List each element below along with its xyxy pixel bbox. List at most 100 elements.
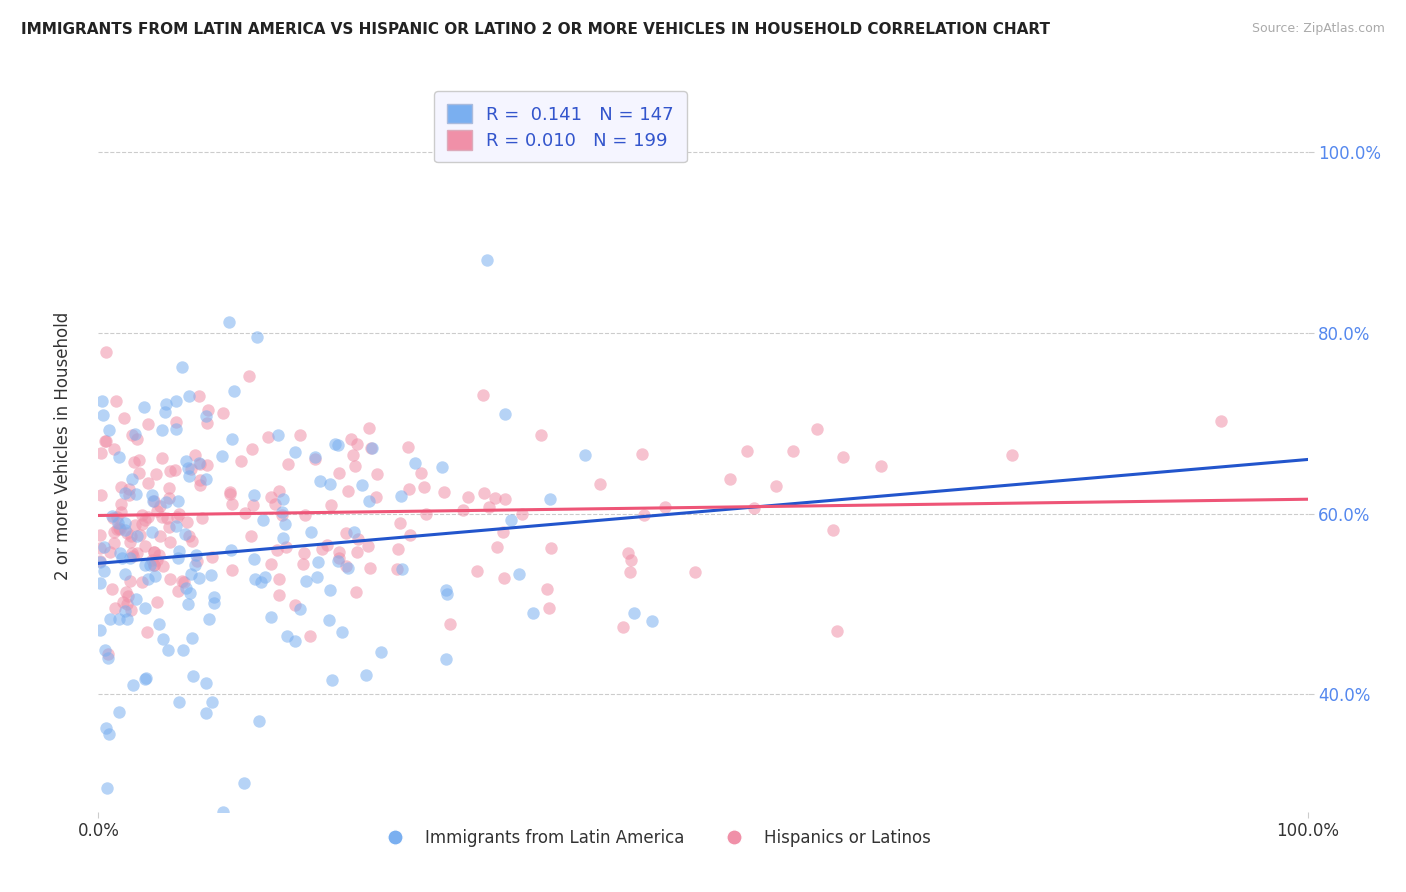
Point <box>166 550 188 565</box>
Point <box>96 434 118 449</box>
Point <box>107 521 129 535</box>
Point <box>143 558 166 572</box>
Point <box>186 548 208 562</box>
Point <box>101 508 124 523</box>
Point <box>221 543 243 558</box>
Point <box>284 598 307 612</box>
Point <box>472 388 495 402</box>
Point <box>124 427 146 442</box>
Point <box>299 524 322 539</box>
Point <box>188 389 211 403</box>
Point <box>122 455 145 469</box>
Point <box>146 553 169 567</box>
Point <box>181 668 204 682</box>
Point <box>240 442 263 457</box>
Point <box>120 603 142 617</box>
Point <box>254 570 277 584</box>
Point <box>143 545 166 559</box>
Point <box>269 483 291 498</box>
Point <box>291 558 314 572</box>
Point <box>274 516 297 531</box>
Point <box>311 542 333 557</box>
Point <box>177 389 200 403</box>
Point <box>318 582 340 597</box>
Point <box>93 540 115 554</box>
Point <box>121 549 143 563</box>
Point <box>224 384 246 399</box>
Point <box>127 545 149 559</box>
Point <box>243 552 266 566</box>
Point <box>173 574 195 589</box>
Point <box>344 458 367 473</box>
Point <box>111 595 134 609</box>
Point <box>108 450 131 465</box>
Point <box>396 440 419 454</box>
Point <box>267 427 290 442</box>
Point <box>90 488 112 502</box>
Point <box>114 516 136 531</box>
Point <box>328 466 350 480</box>
Point <box>114 524 136 538</box>
Point <box>319 498 342 512</box>
Point <box>508 566 530 581</box>
Text: Source: ZipAtlas.com: Source: ZipAtlas.com <box>1251 22 1385 36</box>
Point <box>143 569 166 583</box>
Point <box>343 525 366 540</box>
Point <box>271 531 294 545</box>
Point <box>188 473 211 487</box>
Point <box>806 422 828 436</box>
Point <box>475 253 498 268</box>
Point <box>179 586 201 600</box>
Point <box>620 552 643 566</box>
Point <box>122 678 145 692</box>
Point <box>134 672 156 686</box>
Point <box>391 562 413 576</box>
Point <box>101 510 124 524</box>
Point <box>136 625 159 640</box>
Point <box>100 582 122 597</box>
Point <box>305 570 328 584</box>
Point <box>276 540 298 554</box>
Point <box>304 450 326 464</box>
Point <box>194 706 217 721</box>
Point <box>277 457 299 471</box>
Point <box>152 558 174 573</box>
Point <box>149 529 172 543</box>
Point <box>188 571 211 585</box>
Point <box>135 671 157 685</box>
Point <box>308 474 330 488</box>
Point <box>155 397 177 411</box>
Point <box>494 407 516 421</box>
Point <box>641 615 664 629</box>
Point <box>125 432 148 446</box>
Point <box>211 449 233 463</box>
Point <box>619 565 641 579</box>
Point <box>145 467 167 481</box>
Point <box>323 437 346 451</box>
Point <box>346 545 368 559</box>
Point <box>366 467 388 481</box>
Point <box>110 480 132 494</box>
Point <box>181 533 204 548</box>
Point <box>537 601 560 615</box>
Point <box>387 541 409 556</box>
Point <box>307 555 329 569</box>
Point <box>433 485 456 500</box>
Point <box>612 620 634 634</box>
Point <box>90 446 112 460</box>
Point <box>117 597 139 611</box>
Point <box>97 647 120 661</box>
Point <box>98 612 121 626</box>
Point <box>243 572 266 586</box>
Point <box>121 546 143 560</box>
Point <box>180 462 202 476</box>
Point <box>242 498 264 512</box>
Point <box>465 564 488 578</box>
Point <box>283 633 305 648</box>
Point <box>284 445 307 459</box>
Point <box>271 491 294 506</box>
Point <box>735 444 758 458</box>
Point <box>229 453 252 467</box>
Point <box>89 555 111 569</box>
Point <box>181 631 204 645</box>
